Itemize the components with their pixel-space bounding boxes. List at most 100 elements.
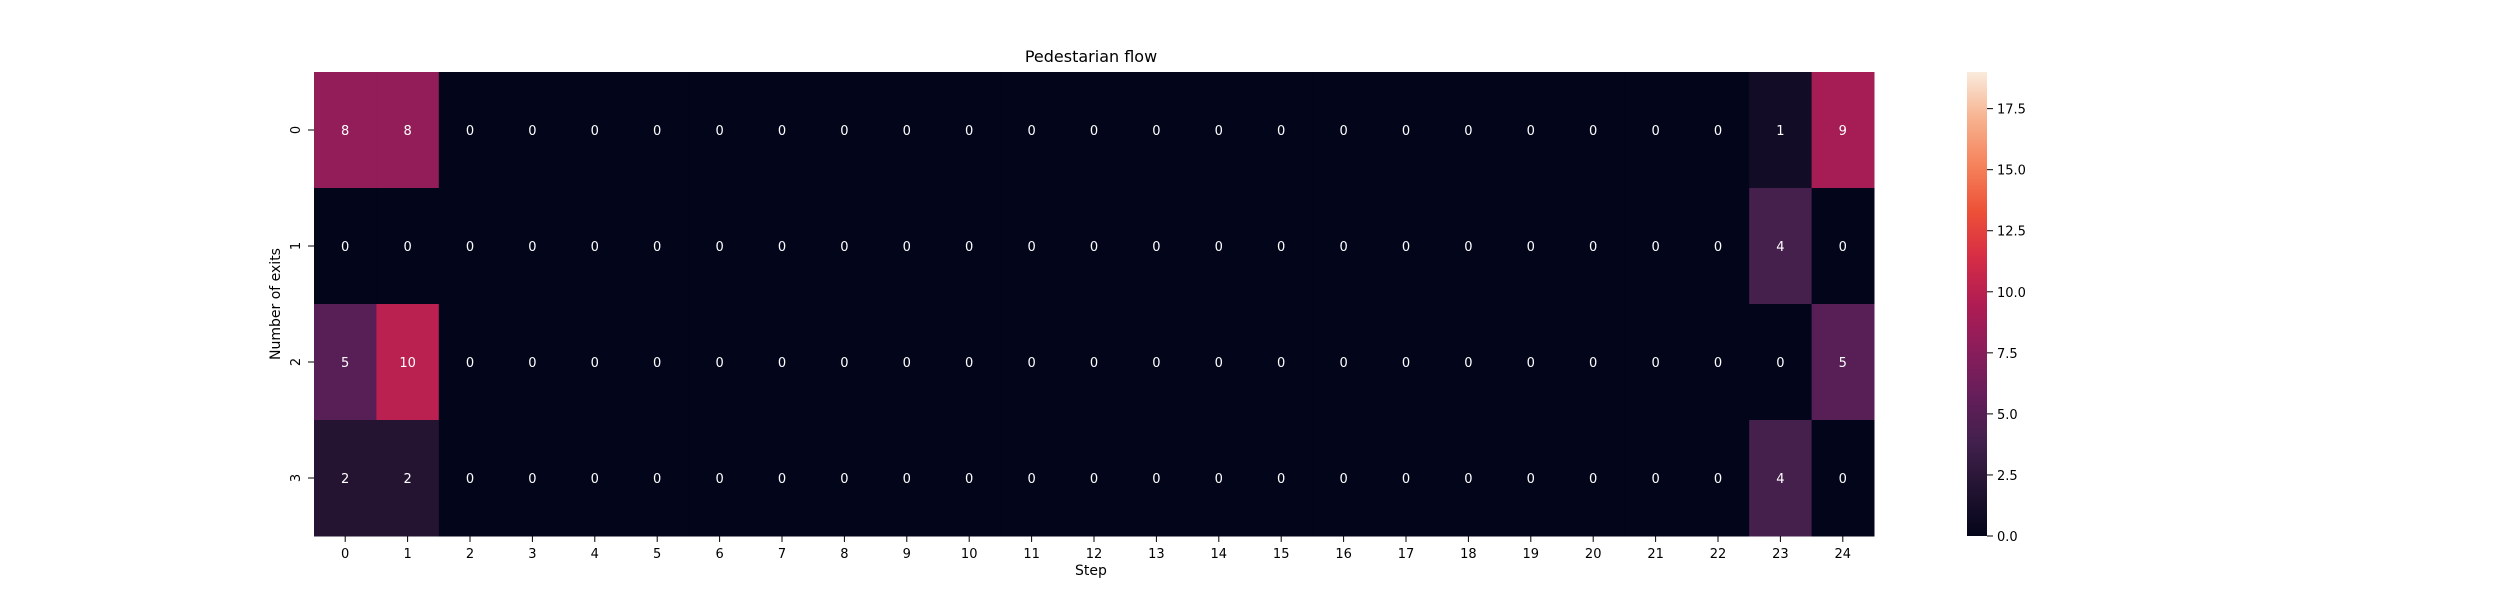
heatmap-cell — [626, 420, 689, 537]
heatmap-cell — [563, 304, 627, 421]
heatmap-cell — [314, 304, 377, 421]
heatmap-cell — [1125, 188, 1189, 305]
cell-value-label: 0 — [1027, 472, 1035, 487]
heatmap-cell — [938, 188, 1001, 305]
cell-value-label: 5 — [341, 356, 349, 371]
heatmap-cell — [1499, 304, 1563, 421]
heatmap-cell — [376, 420, 440, 537]
x-tick-label: 15 — [1273, 547, 1290, 562]
cell-annotations: 8 8 0 0 0 0 0 0 0 0 0 0 0 0 0 0 0 0 0 0 0 0 0 1 9 0 0 0 0 0 0 0 0 0 0 0 0 0 0 0… — [341, 124, 1847, 487]
heatmap-cell — [688, 72, 752, 189]
x-tick-label: 19 — [1523, 547, 1540, 562]
cell-value-label: 0 — [591, 472, 599, 487]
heatmap-cell — [1499, 72, 1563, 189]
heatmap-cell — [1499, 188, 1563, 305]
x-tick-label: 17 — [1398, 547, 1415, 562]
cell-value-label: 0 — [528, 472, 536, 487]
cell-value-label: 8 — [403, 124, 411, 139]
x-tick-label: 16 — [1335, 547, 1352, 562]
cell-value-label: 0 — [1651, 124, 1659, 139]
heatmap-cell — [1000, 72, 1064, 189]
cell-value-label: 0 — [591, 356, 599, 371]
cell-value-label: 8 — [341, 124, 349, 139]
cell-value-label: 0 — [466, 472, 474, 487]
cell-value-label: 0 — [1152, 356, 1160, 371]
x-tick-label: 21 — [1647, 547, 1664, 562]
x-tick-label: 10 — [961, 547, 978, 562]
heatmap-cell — [1250, 420, 1313, 537]
heatmap-cell — [438, 188, 502, 305]
cell-value-label: 0 — [778, 124, 786, 139]
x-tick-label: 7 — [778, 547, 786, 562]
colorbar-tick-label: 5.0 — [1997, 408, 2018, 423]
cell-value-label: 5 — [1839, 356, 1847, 371]
heatmap-cell — [563, 188, 627, 305]
heatmap-cell — [688, 304, 752, 421]
y-tick-label: 3 — [289, 474, 304, 482]
cell-value-label: 0 — [1277, 356, 1285, 371]
heatmap-cell — [438, 304, 502, 421]
cell-value-label: 0 — [840, 356, 848, 371]
heatmap-cell — [938, 420, 1001, 537]
heatmap-cell — [1624, 304, 1688, 421]
x-tick-label: 3 — [528, 547, 536, 562]
cell-value-label: 0 — [778, 472, 786, 487]
heatmap-cell — [813, 72, 877, 189]
x-tick-label: 9 — [903, 547, 911, 562]
colorbar-tick-label: 10.0 — [1997, 286, 2026, 301]
cell-value-label: 0 — [903, 124, 911, 139]
heatmap-cell — [438, 72, 502, 189]
cell-value-label: 0 — [1027, 240, 1035, 255]
heatmap-cell — [1374, 72, 1438, 189]
cell-value-label: 10 — [399, 356, 416, 371]
cell-value-label: 0 — [715, 240, 723, 255]
heatmap-cell — [1000, 420, 1064, 537]
heatmap-cell — [438, 420, 502, 537]
heatmap-cell — [938, 72, 1001, 189]
x-tick-label: 18 — [1460, 547, 1477, 562]
cell-value-label: 0 — [1215, 240, 1223, 255]
x-tick-label: 1 — [403, 547, 411, 562]
cell-value-label: 0 — [653, 240, 661, 255]
heatmap-cell — [1562, 304, 1625, 421]
heatmap-cell — [875, 304, 939, 421]
cell-value-label: 0 — [1651, 240, 1659, 255]
heatmap-cell — [563, 72, 627, 189]
cell-value-label: 0 — [840, 240, 848, 255]
cell-value-label: 0 — [715, 356, 723, 371]
cell-value-label: 0 — [403, 240, 411, 255]
cell-value-label: 0 — [1152, 124, 1160, 139]
colorbar — [1967, 72, 1987, 536]
heatmap-cell — [1624, 72, 1688, 189]
heatmap-cell — [314, 188, 377, 305]
cell-value-label: 0 — [1339, 472, 1347, 487]
cell-value-label: 0 — [1090, 472, 1098, 487]
heatmap-cell — [626, 188, 689, 305]
cell-value-label: 0 — [1589, 472, 1597, 487]
x-tick-label: 2 — [466, 547, 474, 562]
heatmap-cell — [1437, 72, 1501, 189]
heatmap-cell — [1125, 304, 1189, 421]
heatmap-cell — [875, 72, 939, 189]
y-tick-label: 1 — [289, 242, 304, 250]
heatmap-cell — [1312, 188, 1376, 305]
heatmap-cell — [1062, 420, 1126, 537]
heatmap-cell — [938, 304, 1001, 421]
heatmap-cell — [813, 304, 877, 421]
heatmap-cell — [1125, 420, 1189, 537]
heatmap-cell — [1811, 304, 1875, 421]
cell-value-label: 0 — [1090, 124, 1098, 139]
heatmap-cell — [875, 188, 939, 305]
heatmap-cell — [1749, 304, 1813, 421]
cell-value-label: 0 — [1527, 356, 1535, 371]
cell-value-label: 0 — [1589, 240, 1597, 255]
heatmap-cell — [1187, 72, 1251, 189]
heatmap-cell — [1187, 420, 1251, 537]
cell-value-label: 0 — [653, 472, 661, 487]
cell-value-label: 0 — [1402, 356, 1410, 371]
cell-value-label: 0 — [591, 124, 599, 139]
heatmap-cell — [1686, 420, 1750, 537]
x-tick-label: 0 — [341, 547, 349, 562]
x-tick-label: 6 — [715, 547, 723, 562]
